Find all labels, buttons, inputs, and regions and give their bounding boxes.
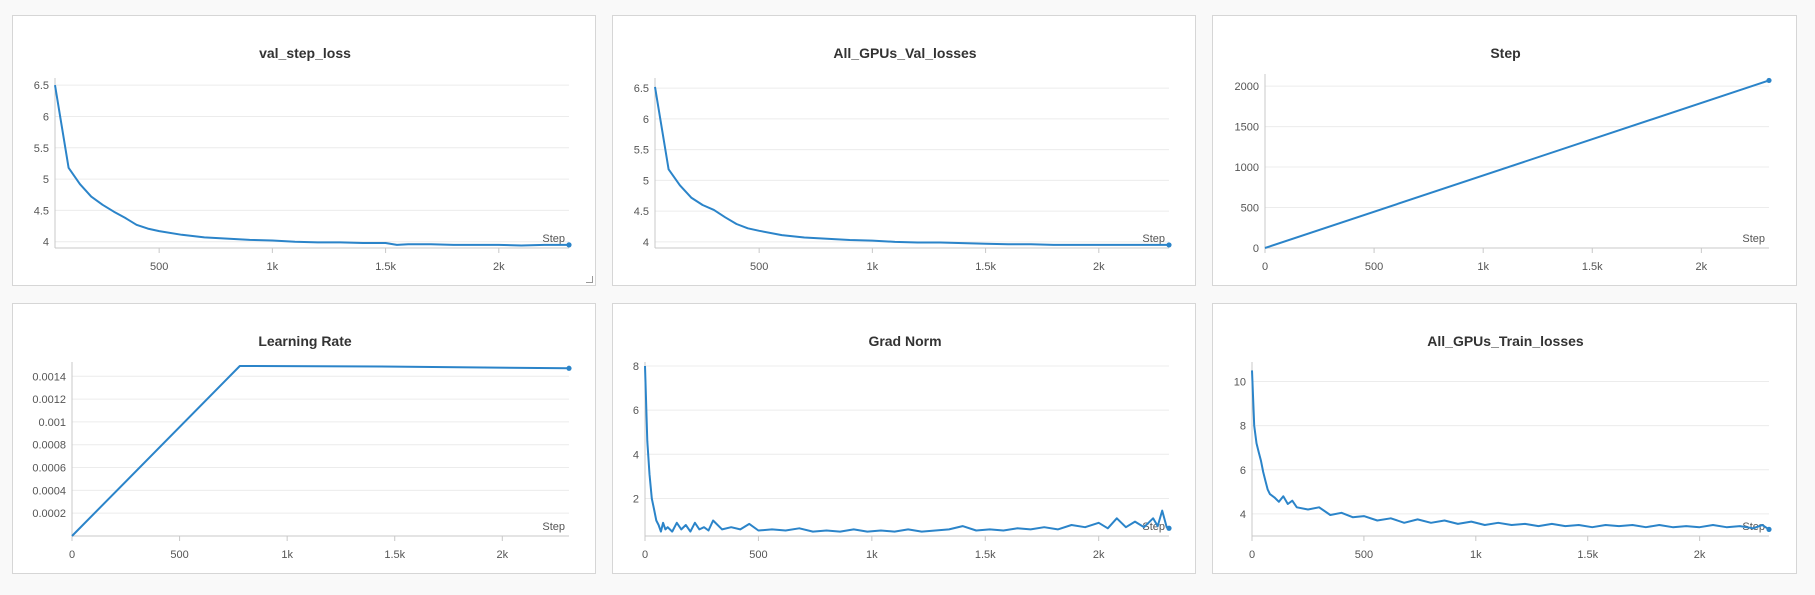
series-end-point <box>566 365 572 371</box>
chart-title: All_GPUs_Train_losses <box>1427 333 1584 349</box>
y-tick-label: 1500 <box>1235 122 1259 134</box>
x-tick-label: 500 <box>150 261 168 273</box>
chart-svg: Learning Rate 0.0002 0.0004 0.0006 0.0008 0.0… <box>32 333 572 561</box>
y-tick-label: 6.5 <box>634 83 649 95</box>
x-axis-label: Step <box>542 233 565 245</box>
y-tick-label: 4 <box>633 449 639 461</box>
x-axis-label: Step <box>542 521 565 533</box>
y-tick-label: 6 <box>1240 465 1246 477</box>
x-tick-label: 0 <box>642 549 648 561</box>
x-tick-label: 1k <box>866 549 878 561</box>
y-tick-label: 1000 <box>1235 162 1259 174</box>
chart-svg: Step 0 500 1000 1500 2000 0 500 1k 1.5k 2k Step <box>1235 45 1772 273</box>
x-tick-label: 1.5k <box>1582 261 1603 273</box>
y-tick-label: 8 <box>633 361 639 373</box>
x-axis-label: Step <box>1742 233 1765 245</box>
y-tick-label: 6 <box>633 405 639 417</box>
x-tick-label: 1.5k <box>1577 549 1598 561</box>
chart-svg: val_step_loss 4 4.5 5 5.5 6 6.5 500 1k 1.5k 2k Step <box>34 45 572 273</box>
y-tick-label: 10 <box>1234 376 1246 388</box>
x-tick-label: 1k <box>281 549 293 561</box>
x-tick-label: 1.5k <box>975 549 996 561</box>
x-tick-label: 1.5k <box>384 549 405 561</box>
x-tick-label: 2k <box>1093 549 1105 561</box>
chart-title: Learning Rate <box>258 333 352 349</box>
series-end-point <box>1766 526 1772 532</box>
x-tick-label: 500 <box>749 549 767 561</box>
chart-title: val_step_loss <box>259 45 351 61</box>
x-tick-label: 0 <box>69 549 75 561</box>
x-axis-label: Step <box>1142 521 1165 533</box>
y-tick-label: 0.0008 <box>32 440 66 452</box>
x-tick-label: 0 <box>1262 261 1268 273</box>
x-tick-label: 500 <box>1355 549 1373 561</box>
y-tick-label: 4.5 <box>34 205 49 217</box>
x-axis-label: Step <box>1742 521 1765 533</box>
chart-panel-all-gpus-val-losses[interactable]: All_GPUs_Val_losses 4 4.5 5 5.5 6 6.5 500 1k 1.5k… <box>612 15 1196 286</box>
y-tick-label: 8 <box>1240 421 1246 433</box>
x-tick-label: 500 <box>1365 261 1383 273</box>
y-tick-label: 0.0012 <box>32 394 66 406</box>
series-line <box>1251 370 1770 531</box>
y-tick-label: 2 <box>633 493 639 505</box>
y-tick-label: 5 <box>43 174 49 186</box>
y-tick-label: 0.0006 <box>32 463 66 475</box>
series-line <box>54 84 569 247</box>
chart-svg: All_GPUs_Train_losses 4 6 8 10 0 500 1k 1.5k 2k St… <box>1234 333 1772 561</box>
series-line <box>1264 79 1770 249</box>
series-end-point <box>1166 525 1172 531</box>
x-tick-label: 2k <box>493 261 505 273</box>
x-tick-label: 500 <box>170 549 188 561</box>
x-tick-label: 1k <box>867 261 879 273</box>
x-tick-label: 1k <box>267 261 279 273</box>
x-tick-label: 1k <box>1477 261 1489 273</box>
chart-panel-val-step-loss[interactable]: val_step_loss 4 4.5 5 5.5 6 6.5 500 1k 1.5k 2k Step <box>12 15 596 286</box>
y-tick-label: 4 <box>1240 509 1246 521</box>
y-tick-label: 6 <box>643 114 649 126</box>
x-tick-label: 1.5k <box>975 261 996 273</box>
chart-panel-step[interactable]: Step 0 500 1000 1500 2000 0 500 1k 1.5k 2k Step <box>1212 15 1797 286</box>
series-line <box>644 365 1170 533</box>
x-axis-label: Step <box>1142 233 1165 245</box>
y-tick-label: 5 <box>643 175 649 187</box>
series-line <box>71 365 570 537</box>
y-tick-label: 4 <box>43 237 49 249</box>
y-tick-label: 4 <box>643 237 649 249</box>
x-tick-label: 0 <box>1249 549 1255 561</box>
series-end-point <box>1166 242 1172 248</box>
chart-panel-learning-rate[interactable]: Learning Rate 0.0002 0.0004 0.0006 0.0008 0.0… <box>12 303 596 574</box>
x-tick-label: 2k <box>496 549 508 561</box>
y-tick-label: 5.5 <box>34 143 49 155</box>
x-tick-label: 2k <box>1694 549 1706 561</box>
x-tick-label: 1k <box>1470 549 1482 561</box>
chart-panel-grad-norm[interactable]: Grad Norm 2 4 6 8 0 500 1k 1.5k 2k Step <box>612 303 1196 574</box>
y-tick-label: 0.0002 <box>32 508 66 520</box>
y-tick-label: 0.0004 <box>32 485 66 497</box>
series-line <box>654 86 1169 246</box>
x-tick-label: 2k <box>1696 261 1708 273</box>
chart-panel-all-gpus-train-losses[interactable]: All_GPUs_Train_losses 4 6 8 10 0 500 1k 1.5k 2k St… <box>1212 303 1797 574</box>
y-tick-label: 0.0014 <box>32 371 66 383</box>
chart-title: All_GPUs_Val_losses <box>833 45 976 61</box>
y-tick-label: 0 <box>1253 243 1259 255</box>
y-tick-label: 5.5 <box>634 145 649 157</box>
resize-handle-icon[interactable] <box>586 276 593 283</box>
x-tick-label: 2k <box>1093 261 1105 273</box>
series-end-point <box>1766 77 1772 84</box>
series-end-point <box>566 242 572 248</box>
chart-svg: All_GPUs_Val_losses 4 4.5 5 5.5 6 6.5 500 1k 1.5k… <box>634 45 1172 273</box>
chart-title: Grad Norm <box>868 333 941 349</box>
y-tick-label: 6 <box>43 111 49 123</box>
y-tick-label: 500 <box>1241 203 1259 215</box>
x-tick-label: 500 <box>750 261 768 273</box>
y-tick-label: 4.5 <box>634 206 649 218</box>
y-tick-label: 2000 <box>1235 81 1259 93</box>
chart-svg: Grad Norm 2 4 6 8 0 500 1k 1.5k 2k Step <box>633 333 1172 561</box>
x-tick-label: 1.5k <box>375 261 396 273</box>
chart-title: Step <box>1490 45 1520 61</box>
y-tick-label: 6.5 <box>34 80 49 92</box>
y-tick-label: 0.001 <box>38 417 66 429</box>
